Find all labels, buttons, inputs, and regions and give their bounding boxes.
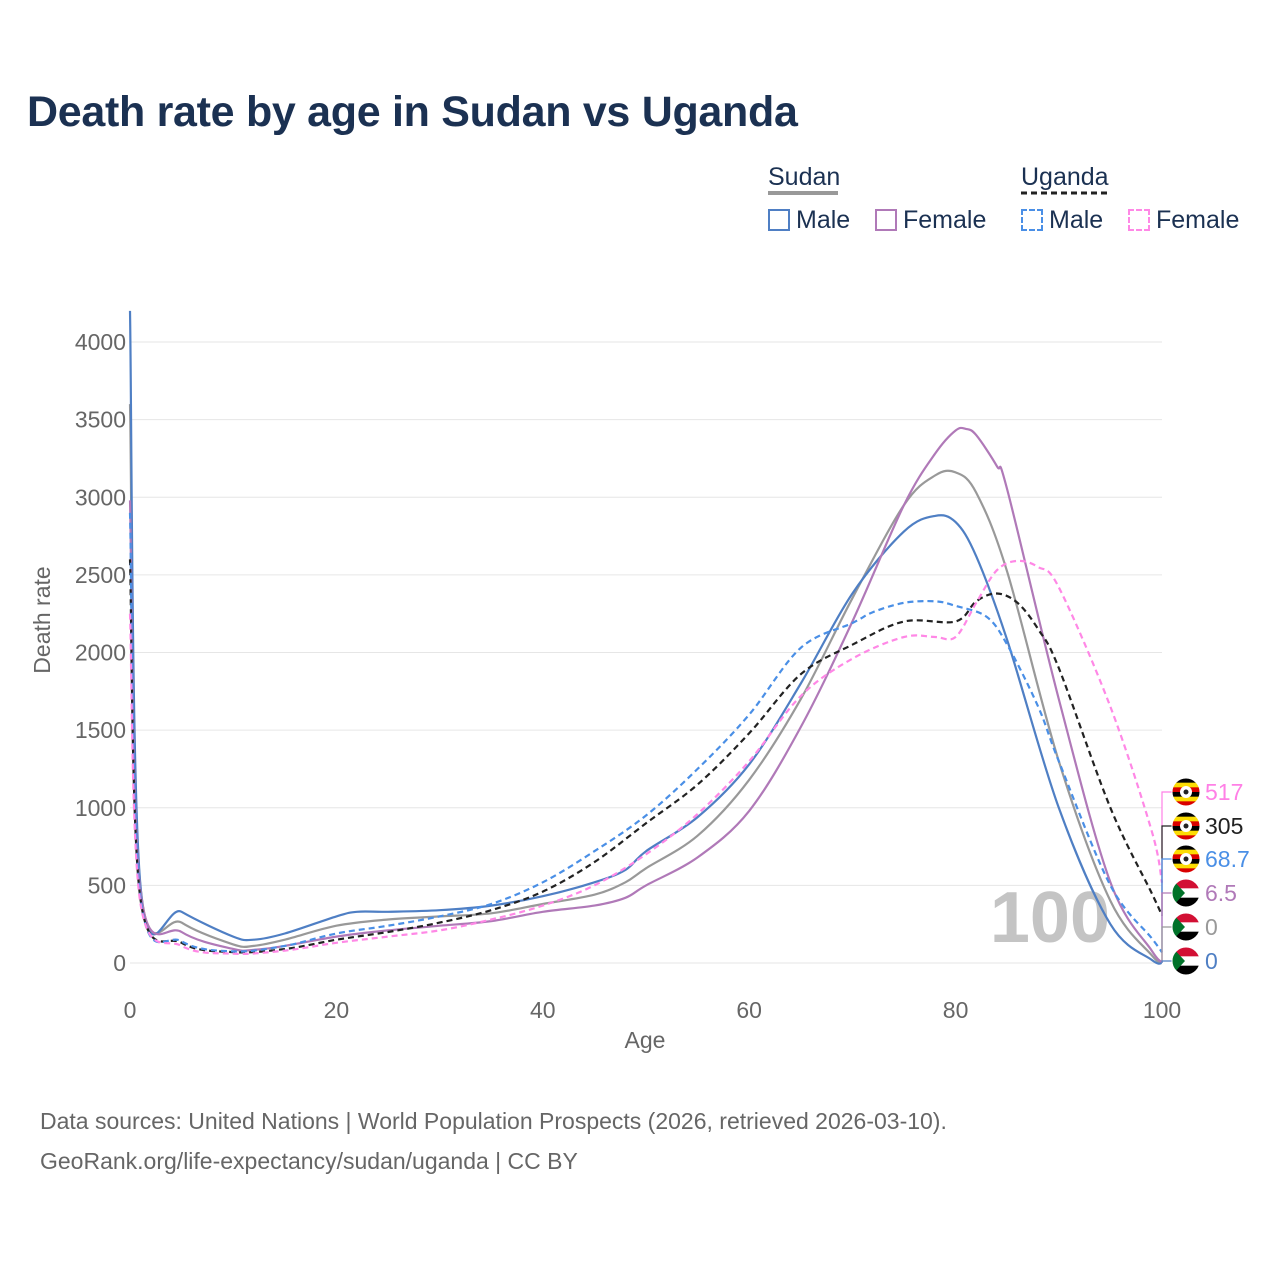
y-tick-label: 2000 bbox=[75, 640, 126, 666]
end-label-connector bbox=[1161, 791, 1172, 963]
y-tick-label: 500 bbox=[88, 872, 126, 898]
series-line-sudan-female bbox=[128, 426, 1163, 963]
legend-group-sudan[interactable]: Sudan bbox=[768, 163, 840, 192]
legend-swatch-sudan-male bbox=[768, 209, 790, 231]
legend-item-label: Male bbox=[1049, 205, 1104, 234]
end-label: 6.5 bbox=[1161, 878, 1237, 962]
uganda-flag-icon bbox=[1172, 845, 1200, 873]
x-tick-label: 100 bbox=[1143, 997, 1181, 1023]
chart-title: Death rate by age in Sudan vs Uganda bbox=[27, 88, 798, 136]
legend-item-sudan-male[interactable]: Male bbox=[768, 205, 850, 235]
y-tick-label: 1500 bbox=[75, 717, 126, 743]
year-watermark: 100 bbox=[990, 878, 1110, 958]
series-line-uganda-male bbox=[128, 512, 1163, 953]
y-tick-label: 3000 bbox=[75, 484, 126, 510]
uganda-flag-icon bbox=[1172, 778, 1200, 806]
end-label-value: 0 bbox=[1205, 914, 1218, 940]
end-label-value: 68.7 bbox=[1205, 846, 1250, 872]
x-tick-label: 20 bbox=[324, 997, 350, 1023]
x-tick-label: 0 bbox=[124, 997, 137, 1023]
y-axis-label: Death rate bbox=[29, 566, 55, 673]
series-lines bbox=[128, 310, 1164, 965]
legend-item-sudan-female[interactable]: Female bbox=[875, 205, 986, 235]
y-tick-label: 2500 bbox=[75, 562, 126, 588]
series-line-sudan-total- bbox=[128, 404, 1163, 964]
end-label: 0 bbox=[1161, 946, 1218, 976]
legend-item-uganda-male[interactable]: Male bbox=[1021, 205, 1103, 235]
series-line-sudan-male bbox=[128, 310, 1163, 965]
end-label: 68.7 bbox=[1161, 844, 1250, 953]
legend-item-label: Female bbox=[903, 205, 987, 234]
sudan-flag-icon bbox=[1172, 947, 1200, 975]
end-labels: 517 305 68.7 6.5 0 0 bbox=[1161, 777, 1250, 976]
end-label: 305 bbox=[1161, 811, 1243, 916]
legend-item-uganda-female[interactable]: Female bbox=[1128, 205, 1239, 235]
end-label: 517 bbox=[1161, 777, 1243, 963]
x-tick-label: 60 bbox=[736, 997, 762, 1023]
series-line-uganda-female bbox=[128, 559, 1164, 955]
y-tick-label: 3500 bbox=[75, 407, 126, 433]
end-label-value: 6.5 bbox=[1205, 880, 1237, 906]
end-label-value: 517 bbox=[1205, 779, 1243, 805]
end-label-connector bbox=[1161, 926, 1172, 963]
footer-sources: Data sources: United Nations | World Pop… bbox=[40, 1108, 947, 1134]
sudan-flag-icon bbox=[1172, 879, 1200, 907]
legend-group-uganda[interactable]: Uganda bbox=[1021, 163, 1109, 192]
legend-swatch-uganda-male bbox=[1021, 209, 1043, 231]
end-label-value: 0 bbox=[1205, 948, 1218, 974]
x-tick-label: 80 bbox=[943, 997, 969, 1023]
end-label-connector bbox=[1161, 858, 1172, 953]
footer-link[interactable]: GeoRank.org/life-expectancy/sudan/uganda… bbox=[40, 1148, 578, 1174]
end-label-value: 305 bbox=[1205, 813, 1243, 839]
legend-swatch-sudan-female bbox=[875, 209, 897, 231]
legend-item-label: Female bbox=[1156, 205, 1240, 234]
y-tick-label: 1000 bbox=[75, 795, 126, 821]
legend-swatch-uganda-female bbox=[1128, 209, 1150, 231]
y-axis: 0 500 1000 1500 2000 2500 3000 3500 4000 bbox=[75, 329, 126, 976]
legend-item-label: Male bbox=[796, 205, 851, 234]
y-tick-label: 0 bbox=[113, 950, 126, 976]
legend-group-sudan-label: Sudan bbox=[768, 163, 841, 191]
x-axis: 0 20 40 60 80 100 bbox=[124, 997, 1182, 1023]
y-tick-label: 4000 bbox=[75, 329, 126, 355]
x-tick-label: 40 bbox=[530, 997, 556, 1023]
end-label: 0 bbox=[1161, 912, 1218, 963]
grid bbox=[130, 341, 1162, 964]
x-axis-label: Age bbox=[625, 1027, 666, 1053]
end-label-connector bbox=[1161, 825, 1172, 916]
uganda-flag-icon bbox=[1172, 812, 1200, 840]
end-label-connector bbox=[1161, 960, 1172, 963]
legend-group-uganda-label: Uganda bbox=[1021, 163, 1109, 191]
sudan-flag-icon bbox=[1172, 913, 1200, 941]
series-line-uganda-total- bbox=[128, 559, 1163, 954]
